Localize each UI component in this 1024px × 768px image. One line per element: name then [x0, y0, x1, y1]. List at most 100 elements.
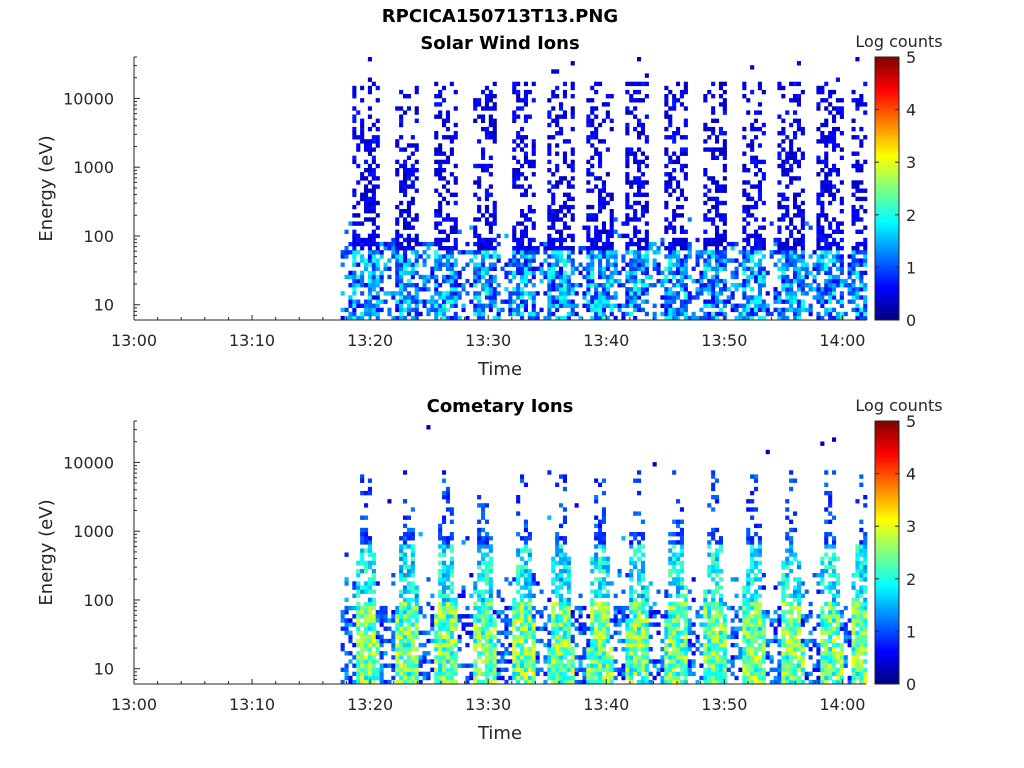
spectrogram-cell [633, 552, 638, 557]
spectrogram-cell [477, 626, 482, 631]
spectrogram-cell [668, 122, 673, 128]
spectrogram-cell [531, 315, 536, 321]
spectrogram-cell [699, 287, 704, 292]
spectrogram-cell [629, 642, 634, 648]
spectrogram-cell [621, 536, 626, 541]
spectrogram-cell [598, 630, 603, 635]
spectrogram-cell [664, 679, 669, 685]
spectrogram-cell [754, 250, 759, 255]
spectrogram-cell [477, 291, 482, 296]
colorbar-segment [875, 248, 899, 252]
spectrogram-cell [492, 287, 497, 292]
spectrogram-cell [718, 126, 723, 132]
spectrogram-cell [839, 98, 844, 103]
spectrogram-cell [442, 638, 447, 644]
spectrogram-cell [453, 262, 458, 267]
colorbar-segment [875, 251, 899, 255]
spectrogram-cell [406, 536, 411, 541]
colorbar-segment [875, 288, 899, 292]
spectrogram-cell [796, 237, 801, 243]
spectrogram-cell [855, 295, 860, 300]
spectrogram-cell [613, 622, 618, 627]
spectrogram-cell [375, 163, 380, 169]
spectrogram-cell [559, 299, 564, 304]
spectrogram-cell [453, 192, 458, 197]
spectrogram-cell [453, 655, 458, 660]
spectrogram-cell [598, 577, 603, 582]
spectrogram-cell [824, 135, 829, 140]
spectrogram-cell [356, 213, 361, 218]
spectrogram-cell [562, 651, 567, 656]
spectrogram-cell [676, 540, 681, 545]
spectrogram-cell [637, 163, 642, 169]
spectrogram-cell [676, 523, 681, 529]
spectrogram-cell [617, 303, 622, 308]
spectrogram-cell [438, 532, 443, 537]
spectrogram-cell [711, 266, 716, 271]
spectrogram-cell [496, 254, 501, 259]
spectrogram-cell [531, 254, 536, 259]
spectrogram-cell [551, 655, 556, 660]
spectrogram-cell [484, 237, 489, 243]
spectrogram-cell [457, 647, 462, 652]
spectrogram-cell [640, 610, 645, 615]
spectrogram-cell [504, 630, 509, 635]
spectrogram-cell [367, 291, 372, 296]
spectrogram-cell [566, 278, 571, 284]
spectrogram-cell [488, 303, 493, 308]
spectrogram-cell [625, 311, 630, 317]
spectrogram-cell [742, 307, 747, 313]
spectrogram-cell [488, 163, 493, 169]
spectrogram-cell [367, 601, 372, 607]
spectrogram-cell [422, 659, 427, 664]
spectrogram-cell [481, 610, 486, 615]
spectrogram-cell [418, 287, 423, 292]
spectrogram-cell [800, 266, 805, 271]
spectrogram-cell [703, 94, 708, 99]
spectrogram-cell [406, 622, 411, 627]
spectrogram-cell [367, 209, 372, 214]
spectrogram-cell [403, 638, 408, 644]
spectrogram-cell [687, 274, 692, 280]
spectrogram-cell [598, 274, 603, 280]
spectrogram-cell [574, 266, 579, 271]
colorbar-segment [875, 80, 899, 84]
spectrogram-cell [742, 237, 747, 243]
spectrogram-cell [442, 295, 447, 300]
spectrogram-cell [598, 519, 603, 524]
spectrogram-cell [399, 262, 404, 267]
spectrogram-cell [426, 671, 431, 677]
spectrogram-cell [488, 634, 493, 640]
spectrogram-cell [555, 94, 560, 99]
spectrogram-cell [367, 274, 372, 280]
spectrogram-cell [633, 589, 638, 594]
spectrogram-cell [414, 270, 419, 276]
spectrogram-cell [664, 184, 669, 189]
spectrogram-cell [796, 81, 801, 87]
spectrogram-cell [520, 610, 525, 615]
spectrogram-cell [484, 614, 489, 619]
spectrogram-cell [551, 303, 556, 308]
spectrogram-cell [590, 266, 595, 271]
spectrogram-cell [356, 221, 361, 226]
spectrogram-cell [449, 659, 454, 664]
spectrogram-cell [562, 663, 567, 668]
spectrogram-cell [360, 540, 365, 545]
spectrogram-cell [625, 213, 630, 218]
spectrogram-cell [835, 98, 840, 103]
spectrogram-cell [742, 287, 747, 292]
spectrogram-cell [644, 614, 649, 619]
spectrogram-cell [683, 172, 688, 177]
spectrogram-cell [601, 274, 606, 280]
spectrogram-cell [586, 291, 591, 296]
spectrogram-cell [586, 667, 591, 672]
spectrogram-cell [559, 610, 564, 615]
colorbar-segment [875, 133, 899, 137]
spectrogram-cell [371, 229, 376, 234]
spectrogram-cell [785, 287, 790, 292]
spectrogram-cell [391, 610, 396, 615]
spectrogram-cell [531, 622, 536, 627]
spectrogram-cell [512, 168, 517, 173]
spectrogram-cell [434, 614, 439, 619]
spectrogram-cell [399, 552, 404, 557]
